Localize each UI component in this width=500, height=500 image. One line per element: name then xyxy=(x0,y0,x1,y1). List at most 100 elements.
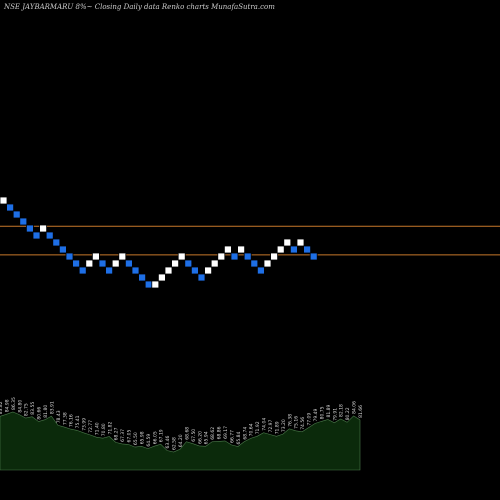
renko-brick-up xyxy=(85,259,94,268)
volume-value-label: 66.20 xyxy=(197,431,203,444)
renko-brick-up xyxy=(164,266,173,275)
renko-brick-up xyxy=(204,266,213,275)
volume-value-label: 82.18 xyxy=(339,404,345,417)
renko-brick-down xyxy=(19,217,28,226)
volume-value-label: 77.38 xyxy=(62,412,68,425)
volume-value-label: 64.59 xyxy=(146,434,152,447)
renko-brick-up xyxy=(217,252,226,261)
volume-value-label: 66.05 xyxy=(152,431,158,444)
volume-value-label: 71.92 xyxy=(255,421,261,434)
renko-brick-down xyxy=(12,210,21,219)
renko-brick-up xyxy=(118,252,127,261)
volume-value-label: 80.22 xyxy=(345,407,351,420)
volume-value-label: 69.17 xyxy=(223,426,229,439)
volume-value-label: 79.49 xyxy=(313,408,319,421)
renko-brick-down xyxy=(230,252,239,261)
renko-brick-down xyxy=(190,266,199,275)
renko-brick-down xyxy=(250,259,259,268)
renko-brick-down xyxy=(32,231,41,240)
volume-value-label: 65.50 xyxy=(133,432,139,445)
reference-lines xyxy=(0,225,500,256)
volume-value-label: 68.68 xyxy=(184,427,190,440)
volume-value-label: 78.43 xyxy=(56,410,62,423)
renko-brick-up xyxy=(210,259,219,268)
renko-brick-down xyxy=(138,273,147,282)
volume-value-label: 84.98 xyxy=(4,399,10,412)
renko-brick-up xyxy=(223,245,232,254)
volume-area xyxy=(0,411,361,471)
volume-value-label: 81.66 xyxy=(358,405,364,418)
volume-value-label: 68.62 xyxy=(210,427,216,440)
volume-value-label: 63.46 xyxy=(165,435,171,448)
volume-value-label: 66.77 xyxy=(229,430,235,443)
renko-brick-down xyxy=(98,259,107,268)
volume-value-label: 83.55 xyxy=(30,402,36,415)
renko-brick-up xyxy=(296,238,305,247)
renko-brick-up xyxy=(157,273,166,282)
renko-brick-up xyxy=(151,280,160,289)
renko-brick-up xyxy=(39,224,47,233)
renko-brick-up xyxy=(0,196,8,205)
renko-bricks xyxy=(0,196,318,289)
renko-brick-down xyxy=(72,259,80,268)
renko-brick-down xyxy=(45,231,54,240)
volume-value-label: 76.38 xyxy=(287,414,293,427)
volume-value-label: 65.84 xyxy=(236,431,242,444)
volume-value-label: 81.89 xyxy=(326,404,332,417)
volume-panel: 83.82 84.98 86.35 84.80 82.75 83.55 80.66 81.80… xyxy=(0,397,364,471)
volume-value-label: 70.80 xyxy=(101,423,107,436)
volume-value-label: 67.50 xyxy=(191,429,197,442)
volume-value-label: 76.16 xyxy=(69,414,75,427)
volume-value-label: 75.41 xyxy=(75,415,81,428)
volume-value-label: 73.99 xyxy=(82,418,88,431)
renko-brick-down xyxy=(125,259,133,268)
volume-value-label: 80.75 xyxy=(319,406,325,419)
volume-value-label: 67.19 xyxy=(159,429,165,442)
renko-brick-down xyxy=(131,266,140,275)
renko-brick-up xyxy=(237,245,246,254)
volume-value-label: 77.09 xyxy=(307,413,313,426)
renko-brick-up xyxy=(263,259,272,268)
renko-brick-down xyxy=(105,266,113,275)
volume-value-label: 72.97 xyxy=(268,419,274,432)
volume-value-label: 80.66 xyxy=(37,407,43,420)
volume-value-label: 81.80 xyxy=(43,405,49,418)
volume-value-label: 84.80 xyxy=(17,400,23,413)
volume-value-label: 64.20 xyxy=(178,434,184,447)
renko-brick-down xyxy=(243,252,252,261)
renko-brick-down xyxy=(65,252,74,261)
renko-brick-down xyxy=(184,259,193,268)
volume-value-label: 67.05 xyxy=(127,429,133,442)
renko-brick-down xyxy=(52,238,61,247)
volume-value-label: 65.94 xyxy=(204,431,210,444)
renko-brick-down xyxy=(197,273,206,282)
renko-brick-down xyxy=(59,245,67,254)
volume-value-label: 82.75 xyxy=(24,403,30,416)
renko-brick-down xyxy=(6,203,14,212)
volume-value-label: 68.74 xyxy=(242,427,248,440)
renko-brick-up xyxy=(177,252,186,261)
volume-value-label: 68.27 xyxy=(114,427,120,440)
renko-brick-up xyxy=(92,252,100,261)
renko-brick-down xyxy=(144,280,153,289)
volume-value-label: 65.98 xyxy=(139,431,145,444)
chart-title: NSE JAYBARMARU 8%~ Closing Daily data Re… xyxy=(4,3,275,11)
renko-brick-down xyxy=(303,245,312,254)
volume-value-label: 79.91 xyxy=(332,408,338,421)
volume-value-label: 74.04 xyxy=(262,418,268,431)
volume-value-label: 72.77 xyxy=(88,420,94,433)
volume-value-label: 73.20 xyxy=(281,419,287,432)
renko-brick-down xyxy=(256,266,265,275)
volume-value-label: 71.89 xyxy=(274,421,280,434)
renko-brick-up xyxy=(270,252,279,261)
renko-brick-down xyxy=(309,252,318,261)
renko-brick-up xyxy=(276,245,285,254)
volume-value-label: 71.40 xyxy=(94,422,100,435)
renko-brick-up xyxy=(171,259,180,268)
volume-value-label: 86.35 xyxy=(11,397,17,410)
volume-value-label: 70.64 xyxy=(249,423,255,436)
volume-value-label: 71.82 xyxy=(107,421,113,434)
renko-brick-up xyxy=(111,259,120,268)
volume-value-label: 67.37 xyxy=(120,429,126,442)
